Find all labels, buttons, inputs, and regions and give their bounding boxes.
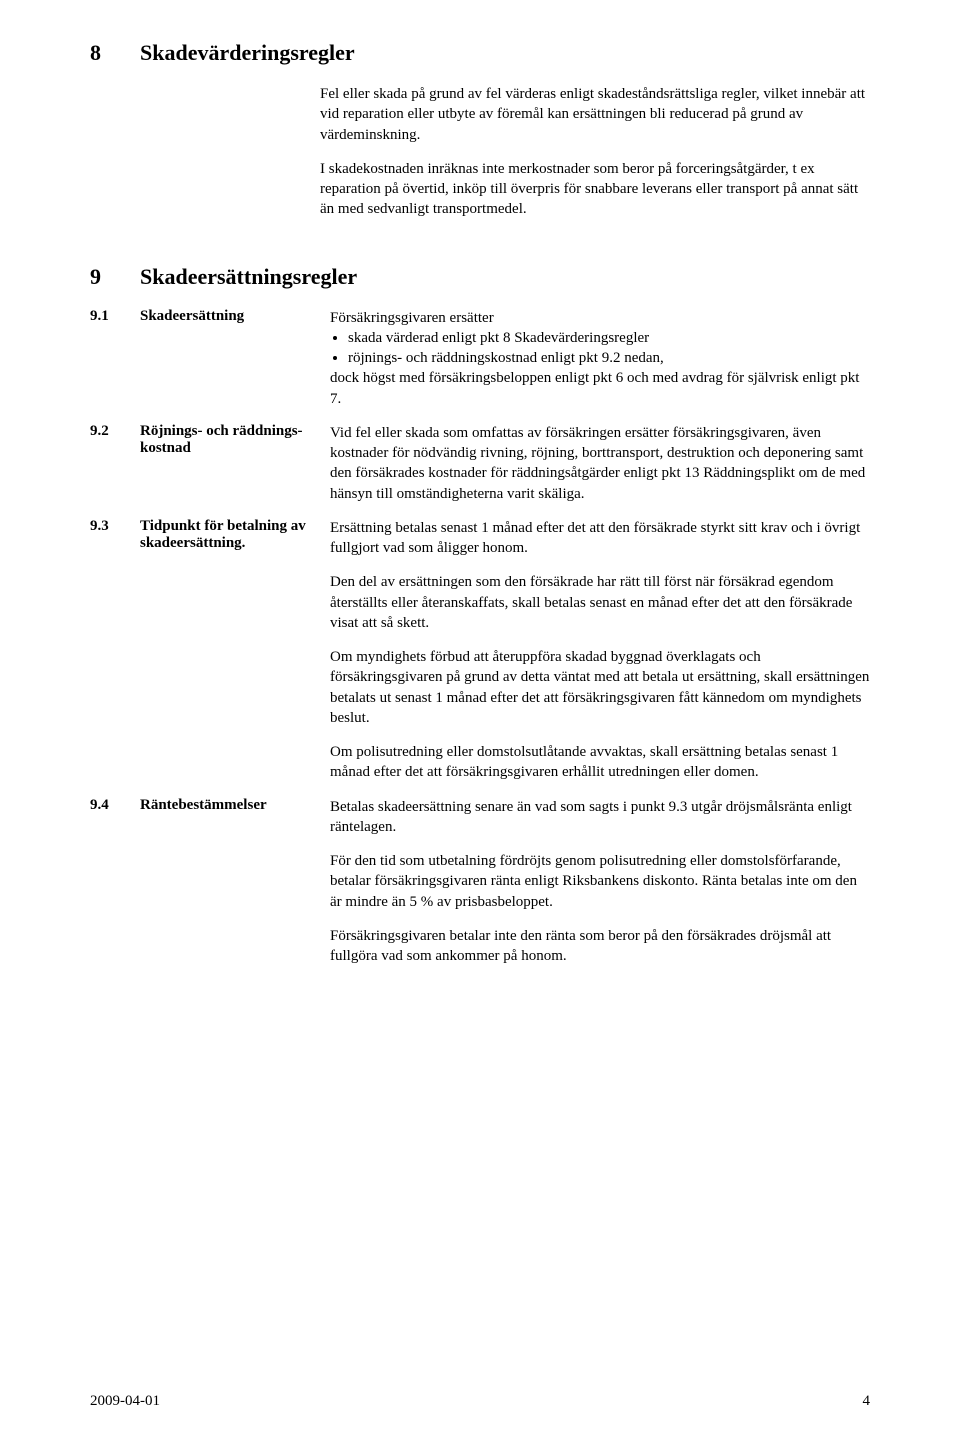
item-9-4-p1: Betalas skadeersättning senare än vad so… xyxy=(330,797,870,838)
item-9-2-label: Röjnings- och räddnings-kostnad xyxy=(140,423,330,504)
item-9-4: 9.4 Räntebestämmelser Betalas skadeersät… xyxy=(90,797,870,967)
item-9-4-p3: Försäkringsgivaren betalar inte den ränt… xyxy=(330,926,870,967)
item-9-1-bullets: skada värderad enligt pkt 8 Skadevärderi… xyxy=(330,328,870,369)
item-9-3: 9.3 Tidpunkt för betalning av skadeersät… xyxy=(90,518,870,783)
item-9-1-label: Skadeersättning xyxy=(140,308,330,409)
footer-page-number: 4 xyxy=(863,1393,871,1410)
item-9-3-p3: Om myndighets förbud att återuppföra ska… xyxy=(330,647,870,728)
item-9-4-number: 9.4 xyxy=(90,797,140,967)
item-9-3-number: 9.3 xyxy=(90,518,140,783)
section-8-para-1: Fel eller skada på grund av fel värderas… xyxy=(320,84,870,145)
item-9-1: 9.1 Skadeersättning Försäkringsgivaren e… xyxy=(90,308,870,409)
item-9-1-number: 9.1 xyxy=(90,308,140,409)
section-9-header: 9 Skadeersättningsregler xyxy=(90,264,870,290)
section-9-title: Skadeersättningsregler xyxy=(140,264,357,290)
item-9-1-lead: Försäkringsgivaren ersätter xyxy=(330,310,494,326)
section-8-number: 8 xyxy=(90,40,140,66)
item-9-1-bullet-2: röjnings- och räddningskostnad enligt pk… xyxy=(348,348,870,368)
section-8-header: 8 Skadevärderingsregler xyxy=(90,40,870,66)
item-9-3-body: Ersättning betalas senast 1 månad efter … xyxy=(330,518,870,783)
item-9-4-p2: För den tid som utbetalning fördröjts ge… xyxy=(330,851,870,912)
item-9-3-label: Tidpunkt för betalning av skadeersättnin… xyxy=(140,518,330,783)
item-9-4-label: Räntebestämmelser xyxy=(140,797,330,967)
section-8-para-2: I skadekostnaden inräknas inte merkostna… xyxy=(320,159,870,220)
page: 8 Skadevärderingsregler Fel eller skada … xyxy=(0,0,960,1440)
item-9-1-tail: dock högst med försäkringsbeloppen enlig… xyxy=(330,370,859,406)
section-8-title: Skadevärderingsregler xyxy=(140,40,355,66)
page-footer: 2009-04-01 4 xyxy=(90,1393,870,1410)
item-9-3-p4: Om polisutredning eller domstolsutlåtand… xyxy=(330,742,870,783)
item-9-2-body: Vid fel eller skada som omfattas av förs… xyxy=(330,423,870,504)
item-9-2-p1: Vid fel eller skada som omfattas av förs… xyxy=(330,423,870,504)
item-9-3-p2: Den del av ersättningen som den försäkra… xyxy=(330,572,870,633)
item-9-2: 9.2 Röjnings- och räddnings-kostnad Vid … xyxy=(90,423,870,504)
item-9-3-p1: Ersättning betalas senast 1 månad efter … xyxy=(330,518,870,559)
item-9-2-number: 9.2 xyxy=(90,423,140,504)
footer-date: 2009-04-01 xyxy=(90,1393,160,1410)
item-9-1-bullet-1: skada värderad enligt pkt 8 Skadevärderi… xyxy=(348,328,870,348)
item-9-4-body: Betalas skadeersättning senare än vad so… xyxy=(330,797,870,967)
section-9-number: 9 xyxy=(90,264,140,290)
item-9-1-body: Försäkringsgivaren ersätter skada värder… xyxy=(330,308,870,409)
